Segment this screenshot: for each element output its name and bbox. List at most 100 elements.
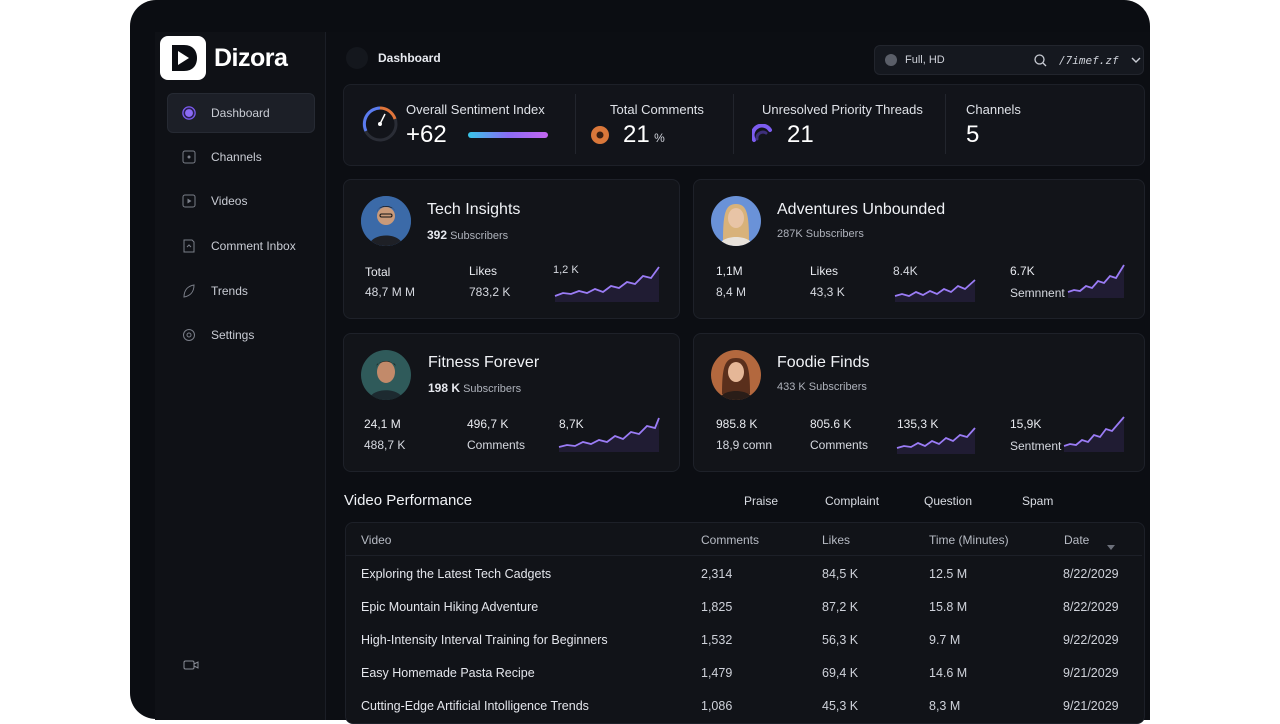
cell-comments: 1,825 — [701, 600, 733, 614]
column-header-video[interactable]: Video — [361, 533, 392, 547]
avatar — [361, 196, 411, 246]
metric-value: Comments — [810, 438, 869, 452]
sparkline — [1067, 264, 1125, 298]
sidebar-item-settings[interactable]: Settings — [167, 316, 313, 354]
sparkline-label: 8,7K — [559, 417, 584, 431]
channel-name: Fitness Forever — [428, 354, 540, 371]
page-title: Dashboard — [378, 51, 441, 65]
sparkline — [1063, 416, 1125, 452]
table-header-divider — [346, 555, 1142, 556]
camera-icon[interactable] — [183, 658, 199, 676]
sidebar-item-comment-inbox[interactable]: Comment Inbox — [167, 227, 313, 265]
filter-question[interactable]: Question — [924, 494, 973, 508]
metric-value: 783,2 K — [469, 285, 511, 299]
threads-label: Unresolved Priority Threads — [762, 102, 923, 117]
column-header-date[interactable]: Date — [1064, 533, 1090, 547]
avatar — [711, 196, 761, 246]
header-avatar[interactable] — [346, 47, 368, 69]
column-header-time[interactable]: Time (Minutes) — [929, 533, 1009, 547]
channel-card-adventures-unbounded[interactable] — [693, 179, 1145, 319]
metric-label: Total — [365, 265, 391, 279]
threads-icon — [750, 123, 774, 149]
avatar — [361, 350, 411, 400]
search-input[interactable]: /7imef.zf — [1020, 45, 1144, 75]
cell-video: High-Intensity Interval Training for Beg… — [361, 633, 608, 647]
metric-value: 18,9 comn — [716, 438, 773, 452]
cell-likes: 69,4 K — [822, 666, 859, 680]
sentiment-value: +62 — [406, 121, 447, 148]
gear-icon — [182, 328, 196, 342]
sentiment-label: Overall Sentiment Index — [406, 102, 545, 117]
channel-name: Adventures Unbounded — [777, 201, 946, 218]
metric-label: 6.7K — [1010, 264, 1035, 278]
stats-divider — [945, 94, 946, 154]
comments-value: 21 — [623, 121, 650, 148]
logo[interactable]: Dizora — [160, 36, 288, 80]
cell-time: 14.6 M — [929, 666, 968, 680]
cell-date: 9/21/2029 — [1063, 666, 1119, 680]
resolution-label: Full, HD — [905, 54, 945, 66]
filter-spam[interactable]: Spam — [1022, 494, 1054, 508]
search-icon — [1034, 53, 1047, 67]
sidebar-item-dashboard[interactable]: Dashboard — [167, 93, 315, 133]
filter-complaint[interactable]: Complaint — [825, 494, 880, 508]
sparkline — [894, 279, 976, 302]
cell-video: Epic Mountain Hiking Adventure — [361, 600, 539, 614]
sparkline-label: 135,3 K — [897, 417, 939, 431]
metric-label: Likes — [810, 264, 839, 278]
metric-value: 8,4 M — [716, 285, 747, 299]
sidebar-item-channels[interactable]: Channels — [167, 138, 313, 176]
sort-down-icon[interactable] — [1107, 537, 1115, 555]
sparkline-label: 8.4K — [893, 264, 918, 278]
sidebar-item-label: Videos — [211, 194, 248, 208]
cell-video: Cutting-Edge Artificial Intolligence Tre… — [361, 699, 589, 713]
metric-value: 43,3 K — [810, 285, 845, 299]
cell-comments: 2,314 — [701, 567, 733, 581]
channel-subscribers: 392 Subscribers — [427, 228, 508, 242]
cell-likes: 45,3 K — [822, 699, 859, 713]
channel-name: Foodie Finds — [777, 354, 870, 371]
cell-video: Easy Homemade Pasta Recipe — [361, 666, 535, 680]
sidebar-item-label: Dashboard — [211, 106, 270, 120]
comments-label: Total Comments — [610, 102, 704, 117]
subs-count: 392 — [427, 228, 448, 242]
metric-value: Semnnent — [1010, 286, 1065, 300]
cell-comments: 1,532 — [701, 633, 733, 647]
cell-video: Exploring the Latest Tech Cadgets — [361, 567, 552, 581]
column-header-likes[interactable]: Likes — [822, 533, 851, 547]
channels-icon — [182, 150, 196, 164]
channel-name: Tech Insights — [427, 201, 521, 218]
filter-praise[interactable]: Praise — [744, 494, 779, 508]
channels-label: Channels — [966, 102, 1021, 117]
channel-subscribers: 433 K Subscribers — [777, 381, 867, 393]
cell-comments: 1,086 — [701, 699, 733, 713]
sparkline — [896, 427, 976, 454]
video-icon — [182, 194, 196, 208]
channel-subscribers: 198 K Subscribers — [428, 381, 521, 395]
sparkline-label: 1,2 K — [553, 264, 579, 276]
video-performance-title: Video Performance — [344, 492, 473, 509]
cell-time: 15.8 M — [929, 600, 968, 614]
sidebar-item-label: Channels — [211, 150, 262, 164]
metric-label: Likes — [469, 264, 498, 278]
inbox-icon — [182, 239, 196, 253]
circle-dot-icon — [182, 106, 196, 120]
cell-date: 9/21/2029 — [1063, 699, 1119, 713]
cell-date: 9/22/2029 — [1063, 633, 1119, 647]
sidebar-item-trends[interactable]: Trends — [167, 272, 313, 310]
comments-icon — [590, 125, 610, 150]
sidebar-item-videos[interactable]: Videos — [167, 182, 313, 220]
metric-label: 15,9K — [1010, 417, 1042, 431]
comments-value-group: 21 % — [623, 121, 665, 149]
cell-likes: 56,3 K — [822, 633, 859, 647]
cell-date: 8/22/2029 — [1063, 600, 1119, 614]
channels-value: 5 — [966, 121, 980, 148]
resolution-selector[interactable]: Full, HD — [874, 45, 1022, 75]
channel-card-foodie-finds[interactable] — [693, 333, 1145, 472]
chevron-down-icon[interactable] — [1131, 57, 1141, 64]
cell-time: 9.7 M — [929, 633, 961, 647]
channel-subscribers: 287K Subscribers — [777, 228, 864, 240]
stats-divider — [733, 94, 734, 154]
search-value: /7imef.zf — [1059, 53, 1119, 67]
column-header-comments[interactable]: Comments — [701, 533, 760, 547]
